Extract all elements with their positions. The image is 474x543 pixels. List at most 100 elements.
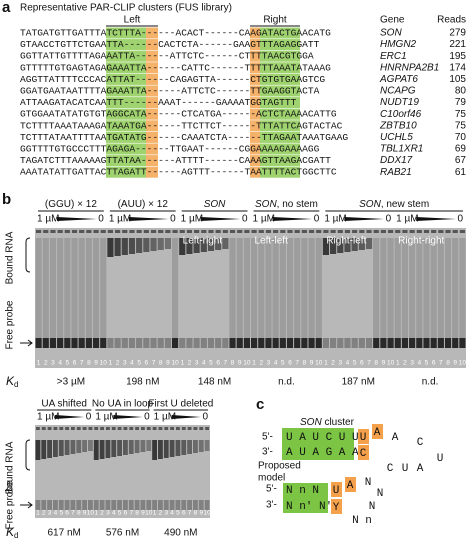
bound-bracket xyxy=(25,439,31,471)
lane-number: 4 xyxy=(130,360,134,367)
free-band xyxy=(351,338,358,348)
bound-band xyxy=(215,238,222,250)
reads: 75 xyxy=(455,120,467,131)
free-band xyxy=(337,338,344,348)
kd-value: 576 nM xyxy=(106,528,139,539)
left-highlight xyxy=(106,62,146,74)
gel xyxy=(35,228,466,368)
smear xyxy=(308,238,315,338)
bound-band xyxy=(70,440,76,454)
bound-bracket xyxy=(25,237,31,273)
kd-value: 490 nM xyxy=(164,528,197,539)
well xyxy=(146,427,151,430)
lane-number: 8 xyxy=(194,510,198,517)
kd-label: Kd xyxy=(6,374,18,389)
right-highlight-start xyxy=(250,73,260,85)
bound-band xyxy=(114,238,121,256)
lane-number: 3 xyxy=(164,510,168,517)
free-band xyxy=(301,338,308,348)
free-band xyxy=(158,500,163,510)
conc-high: 1 µM xyxy=(181,214,203,225)
smear xyxy=(272,238,279,338)
conc-low: 0 xyxy=(314,214,320,225)
loop-base: Y xyxy=(333,502,340,514)
gene: AGPAT6 xyxy=(379,74,418,85)
gene: DDX17 xyxy=(380,155,413,166)
lane-number: 2 xyxy=(42,510,46,517)
title-part: SON xyxy=(255,199,277,210)
bound-band xyxy=(322,238,330,255)
kd-d: d xyxy=(14,380,18,389)
smear xyxy=(430,238,437,338)
lane-number: 5 xyxy=(137,360,141,367)
well xyxy=(194,230,200,233)
lane-number: 9 xyxy=(141,510,145,517)
free-band xyxy=(93,500,99,510)
well xyxy=(36,230,42,233)
well xyxy=(135,427,139,430)
smear xyxy=(373,238,380,338)
free-label: Free probe xyxy=(5,480,16,529)
free-band xyxy=(88,500,93,510)
bound-band xyxy=(193,238,200,253)
sequence: GGATGAATAATTTTAGAAATTA------ATTCTC------… xyxy=(20,86,320,97)
reads: 80 xyxy=(455,86,467,97)
free-band xyxy=(64,500,70,510)
left-highlight-end xyxy=(146,27,158,39)
right-highlight xyxy=(260,73,300,85)
free-arrow xyxy=(20,501,33,509)
reads: 79 xyxy=(455,97,467,108)
right-highlight-start xyxy=(250,97,260,109)
well xyxy=(359,230,365,233)
lane-number: 1 xyxy=(396,360,400,367)
well xyxy=(123,427,128,430)
conc-low: 0 xyxy=(170,214,176,225)
title-part: (AUU) × 12 xyxy=(118,199,169,210)
kd-k: K xyxy=(6,374,15,388)
bound-band xyxy=(204,440,210,451)
free-band xyxy=(47,500,52,510)
lane-number: 10 xyxy=(87,510,95,517)
lane-number: 3 xyxy=(106,510,110,517)
left-highlight-end xyxy=(146,39,158,51)
smear xyxy=(171,238,179,338)
free-band xyxy=(105,500,111,510)
bound-band xyxy=(175,440,181,456)
well xyxy=(208,230,214,233)
well xyxy=(122,230,128,233)
right-highlight xyxy=(260,39,300,51)
free-band xyxy=(416,338,423,348)
well xyxy=(237,230,243,233)
smear xyxy=(258,238,265,338)
lane-number: 10 xyxy=(315,360,323,367)
free-band xyxy=(136,338,143,348)
sequence: ATTAAGATACATCAATTT------AAAT------GAAAAT… xyxy=(20,97,297,108)
lane-number: 7 xyxy=(152,360,156,367)
well xyxy=(53,427,58,430)
a-box xyxy=(345,477,356,492)
well xyxy=(316,230,322,233)
well xyxy=(280,230,286,233)
kd-value: >3 µM xyxy=(57,377,85,388)
smear xyxy=(100,238,107,338)
smear xyxy=(64,238,71,338)
lane-number: 10 xyxy=(203,510,211,517)
lane-number: 9 xyxy=(83,510,87,517)
free-band xyxy=(444,338,452,348)
left-highlight-end xyxy=(146,97,158,109)
conc-wedge xyxy=(200,217,241,221)
conc-low: 0 xyxy=(242,214,248,225)
free-band xyxy=(164,338,171,348)
five-prime: 5'- xyxy=(262,432,273,443)
well xyxy=(373,230,379,233)
left-highlight-end xyxy=(146,108,158,120)
conc-high: 1 µM xyxy=(396,214,418,225)
conc-wedge xyxy=(57,217,97,221)
loop-base: N xyxy=(377,488,384,500)
stem-box xyxy=(282,428,354,460)
free-band xyxy=(409,338,416,348)
well xyxy=(143,230,149,233)
smear xyxy=(294,238,301,338)
kd-label: Kd xyxy=(6,525,18,540)
reads: 70 xyxy=(455,132,467,143)
